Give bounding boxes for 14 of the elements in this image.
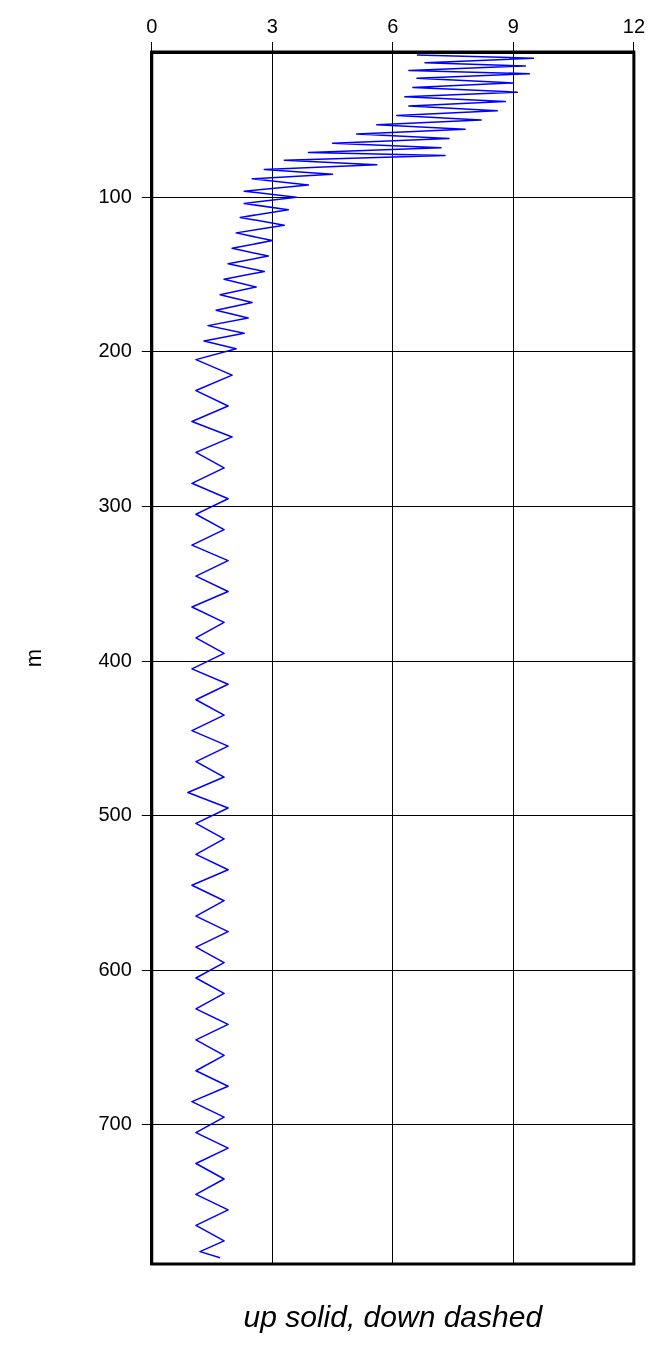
x-tick-label: 12: [622, 14, 645, 37]
x-tick-label: 3: [266, 14, 278, 37]
x-tick-label: 0: [146, 14, 158, 37]
x-axis-title: up solid, down dashed: [243, 1300, 544, 1334]
y-tick-label: 100: [98, 184, 132, 207]
y-tick-label: 400: [98, 648, 132, 671]
x-tick-label: 6: [387, 14, 399, 37]
x-tick-label: 9: [507, 14, 519, 37]
y-tick-label: 500: [98, 803, 132, 826]
y-tick-label: 700: [98, 1112, 132, 1135]
y-tick-label: 300: [98, 494, 132, 517]
y-tick-label: 200: [98, 339, 132, 362]
y-tick-label: 600: [98, 957, 132, 980]
y-axis-title: m: [21, 648, 47, 668]
